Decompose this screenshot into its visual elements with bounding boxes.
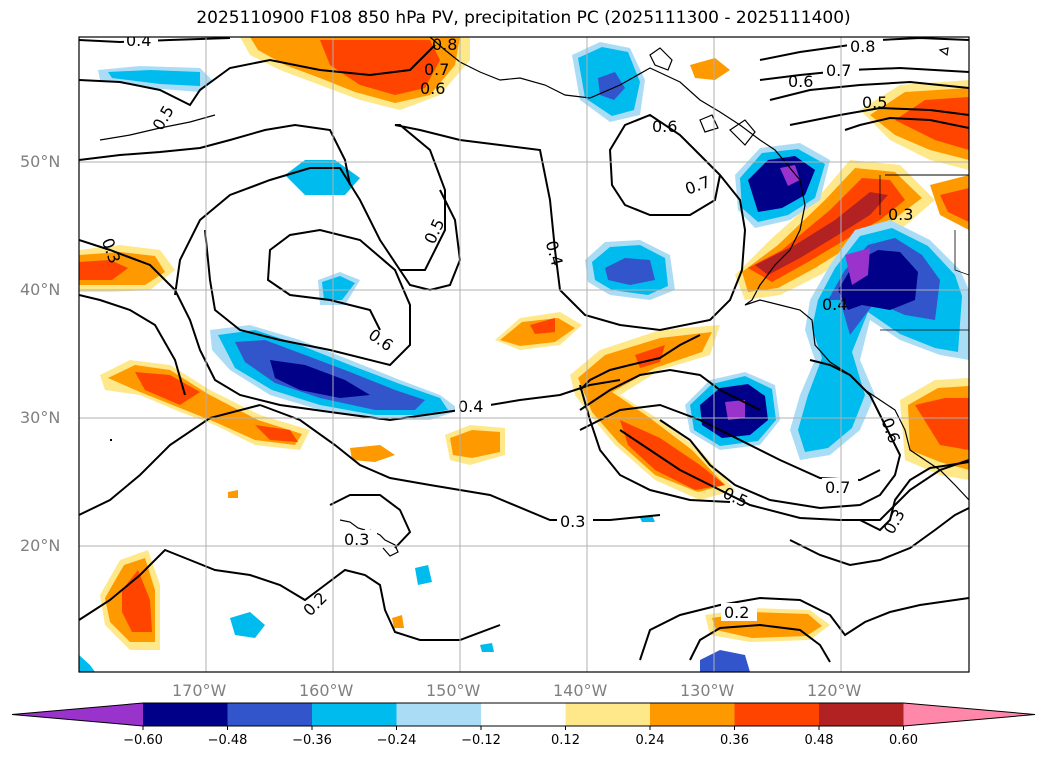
lat-label: 20°N: [20, 536, 61, 555]
contour-label: 0.4: [458, 397, 483, 416]
colorbar-segment: [396, 703, 482, 726]
colorbar-tick-label: 0.60: [889, 733, 918, 748]
contour-label: 0.2: [724, 603, 749, 622]
precipitation-fills: [79, 37, 969, 672]
contour-label: 0.7: [826, 61, 851, 80]
colorbar-segment: [734, 703, 820, 726]
contour-label: 0.6: [652, 117, 677, 136]
colorbar-tick-label: −0.36: [292, 733, 332, 748]
gridlines: [79, 37, 969, 672]
plot-frame: [78, 36, 970, 673]
colorbar-extend-min: [12, 703, 143, 726]
contour-label: 0.3: [888, 205, 913, 224]
colorbar-segment: [565, 703, 651, 726]
colorbar-tick-label: 0.24: [635, 733, 665, 748]
colorbar-tick-label: 0.12: [551, 733, 580, 748]
colorbar-segment: [227, 703, 313, 726]
lon-label: 160°W: [299, 681, 354, 700]
colorbar-segment: [312, 703, 397, 726]
colorbar-segment: [143, 703, 228, 726]
contour-label: 0.6: [420, 79, 445, 98]
contour-label: 0.8: [432, 35, 457, 54]
map-title: 2025110900 F108 850 hPa PV, precipitatio…: [196, 8, 851, 28]
contour-label: 0.6: [788, 72, 813, 91]
colorbar-tick-label: −0.48: [207, 733, 248, 748]
lat-label: 40°N: [20, 280, 61, 299]
colorbar: [11, 702, 1036, 730]
colorbar-tick-label: −0.24: [376, 733, 417, 748]
colorbar-tick-label: 0.48: [804, 733, 834, 748]
colorbar-tick-label: 0.36: [720, 733, 749, 748]
contour-label: 0.8: [850, 37, 875, 56]
lon-label: 120°W: [807, 681, 862, 700]
colorbar-segment: [650, 703, 735, 726]
colorbar-segment: [819, 703, 904, 726]
lat-label: 50°N: [20, 152, 61, 171]
colorbar-tick-label: −0.60: [123, 733, 163, 748]
coastlines: [99, 37, 969, 557]
colorbar-segment: [481, 703, 566, 726]
contour-label: 0.5: [862, 93, 887, 112]
lat-label: 30°N: [20, 408, 61, 427]
contour-label: 0.4: [126, 31, 151, 50]
lon-label: 150°W: [426, 681, 481, 700]
contour-label: 0.4: [822, 295, 847, 314]
contour-label: 0.7: [424, 60, 449, 79]
lon-label: 140°W: [553, 681, 608, 700]
contour-label: 0.3: [560, 512, 585, 531]
contour-label: 0.3: [344, 530, 369, 549]
lon-label: 170°W: [172, 681, 227, 700]
contour-label: 0.7: [825, 478, 850, 497]
colorbar-extend-max: [903, 703, 1035, 726]
colorbar-tick-label: −0.12: [461, 733, 501, 748]
lon-label: 130°W: [680, 681, 735, 700]
